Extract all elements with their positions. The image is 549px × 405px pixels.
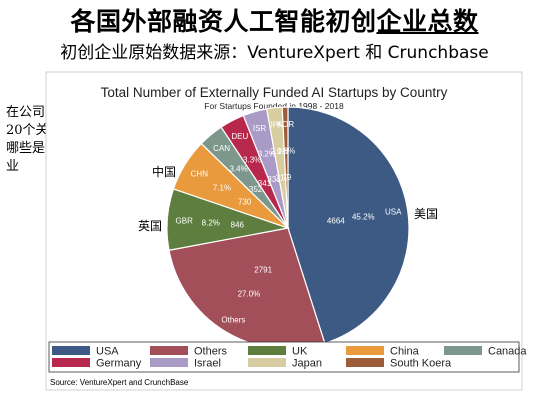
legend-label-china: China — [390, 346, 420, 358]
usa-annotation: 美国 — [414, 207, 438, 221]
slice-count-others: 2791 — [254, 266, 272, 275]
slice-name-usa: USA — [385, 208, 402, 217]
legend-label-others: Others — [194, 346, 228, 358]
slice-name-south-koera: KOR — [277, 120, 295, 129]
slice-percent-others: 27.0% — [238, 289, 261, 298]
legend-label-uk: UK — [292, 346, 308, 358]
legend-label-israel: Israel — [194, 358, 221, 370]
slice-count-usa: 4664 — [327, 217, 345, 226]
slice-name-china: CHN — [191, 170, 209, 179]
slice-count-germany: 341 — [258, 179, 272, 188]
china-annotation: 中国 — [152, 164, 176, 179]
pie-slice-labels: 4664 45.2% USA 2791 27.0% Others 846 8.2% GBR 730… — [176, 120, 403, 324]
legend-swatch-uk — [248, 346, 286, 355]
slice-count-china: 730 — [238, 197, 252, 206]
slice-name-japan: JPN — [269, 121, 284, 130]
slice-percent-usa: 45.2% — [352, 212, 375, 221]
slice-count-canada: 352 — [249, 185, 263, 194]
slice-percent-germany: 3.3% — [243, 155, 261, 164]
legend: USA Others UK China Canada Germany Israel Japan… — [52, 346, 527, 370]
slice-count-japan: 212 — [276, 174, 290, 183]
legend-swatch-germany — [52, 358, 90, 367]
slice-percent-canada: 3.4% — [229, 164, 247, 173]
chart-source: Source: VentureXpert and CrunchBase — [50, 378, 189, 387]
slice-name-others: Others — [221, 315, 245, 324]
page-title: 各国外部融资人工智能初创企业总数 — [0, 2, 549, 38]
uk-annotation: 英国 — [138, 219, 162, 233]
chart-title: Total Number of Externally Funded AI Sta… — [101, 85, 448, 100]
legend-label-japan: Japan — [292, 358, 322, 370]
pie-slices — [166, 106, 410, 350]
chart-subtitle: For Startups Founded in 1998 - 2018 — [204, 101, 344, 111]
slice-percent-china: 7.1% — [213, 183, 231, 192]
slice-count-uk: 846 — [231, 220, 245, 229]
legend-swatch-china — [346, 346, 384, 355]
legend-label-usa: USA — [96, 346, 119, 358]
slice-name-canada: CAN — [213, 144, 230, 153]
legend-swatch-usa — [52, 346, 90, 355]
legend-swatch-japan — [248, 358, 286, 367]
slice-count-israel: 331 — [267, 175, 281, 184]
slice-count-south-koera: 79 — [282, 173, 291, 182]
page-subtitle: 初创企业原始数据来源：VentureXpert 和 Crunchbase — [60, 43, 489, 63]
slice-percent-israel: 3.2% — [258, 150, 276, 159]
title-main: 各国外部融资人工智能初创 — [70, 7, 377, 36]
slice-percent-japan: 2.1% — [270, 147, 288, 156]
slice-percent-uk: 8.2% — [202, 218, 220, 227]
legend-label-south-koera: South Koera — [390, 358, 452, 370]
pie-slice-usa — [287, 106, 410, 345]
title-underlined: 企业总数 — [376, 7, 479, 36]
legend-swatch-others — [150, 346, 188, 355]
slice-name-uk: GBR — [176, 217, 194, 226]
slice-name-germany: DEU — [231, 132, 248, 141]
pie-slice-south-koera — [281, 106, 289, 229]
legend-swatch-canada — [444, 346, 482, 355]
slice-name-israel: ISR — [253, 124, 267, 133]
slice-percent-south-koera: 0.8% — [277, 147, 295, 156]
legend-swatch-south-koera — [346, 358, 384, 367]
legend-label-canada: Canada — [488, 346, 527, 358]
legend-label-germany: Germany — [96, 358, 142, 370]
legend-swatch-israel — [150, 358, 188, 367]
